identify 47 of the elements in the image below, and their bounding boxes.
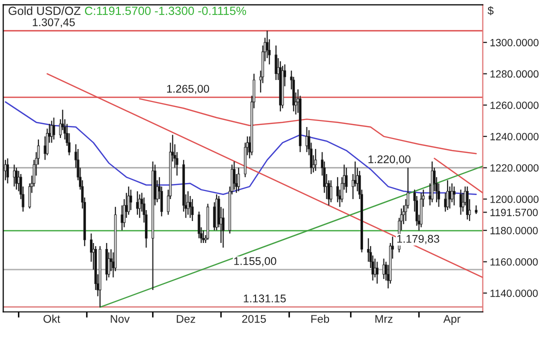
candlestick xyxy=(198,211,200,239)
y-tick-label: 1180.0000 xyxy=(490,226,538,234)
x-tick-label: Feb xyxy=(311,314,330,323)
x-tick-label: 2015 xyxy=(242,314,266,323)
x-tick-label: Nov xyxy=(110,315,130,323)
candlestick xyxy=(15,167,18,190)
y-tick-label: 1191.5700 xyxy=(490,208,538,216)
candlestick xyxy=(136,190,139,216)
y-axis-title: $ xyxy=(488,6,494,16)
x-tick-label: Apr xyxy=(443,315,460,326)
candlestick xyxy=(130,189,132,211)
candlestick xyxy=(452,186,456,206)
x-tick-label: Dez xyxy=(176,315,196,323)
ref-line-label: 1.307,45 xyxy=(32,18,75,28)
y-tick-label: 1240.0000 xyxy=(490,132,539,140)
candlestick xyxy=(314,148,317,172)
candlestick xyxy=(330,180,332,203)
candlestick xyxy=(46,128,48,156)
candlestick xyxy=(232,160,236,190)
candlestick xyxy=(202,230,205,244)
candlestick xyxy=(237,167,240,192)
ref-line-label: 1.179,83 xyxy=(397,234,440,244)
ref-line-label: 1.155,00 xyxy=(234,257,276,266)
y-tick-label: 1260.0000 xyxy=(490,102,539,109)
candlestick xyxy=(6,158,9,184)
x-tick-label: Okt xyxy=(44,314,60,323)
ref-line-label: 1.265,00 xyxy=(167,84,210,94)
x-tick-label: Mrz xyxy=(375,315,392,323)
y-tick-label: 1220.0000 xyxy=(490,164,539,172)
candlestick xyxy=(459,189,462,216)
ref-line-label: 1.131.15 xyxy=(244,294,286,302)
chart-subtitle: C:1191.5700 -1.3300 -0.1115% xyxy=(84,6,246,16)
candlestick xyxy=(376,261,378,284)
chart-title: Gold USD/OZ xyxy=(8,6,80,16)
candlestick xyxy=(52,117,56,140)
line-series xyxy=(138,98,477,154)
y-tick-label: 1140.0000 xyxy=(490,290,538,297)
y-tick-label: 1280.0000 xyxy=(490,70,539,78)
ref-line-label: 1.220,00 xyxy=(368,155,410,165)
y-tick-label: 1300.0000 xyxy=(490,38,539,46)
candlestick xyxy=(4,159,7,181)
y-tick-label: 1200.0000 xyxy=(490,196,539,203)
candlestick xyxy=(222,208,224,248)
candlestick xyxy=(127,186,130,216)
candlestick xyxy=(274,45,278,81)
y-tick-label: 1160.0000 xyxy=(490,258,538,266)
candlestick xyxy=(188,195,192,218)
